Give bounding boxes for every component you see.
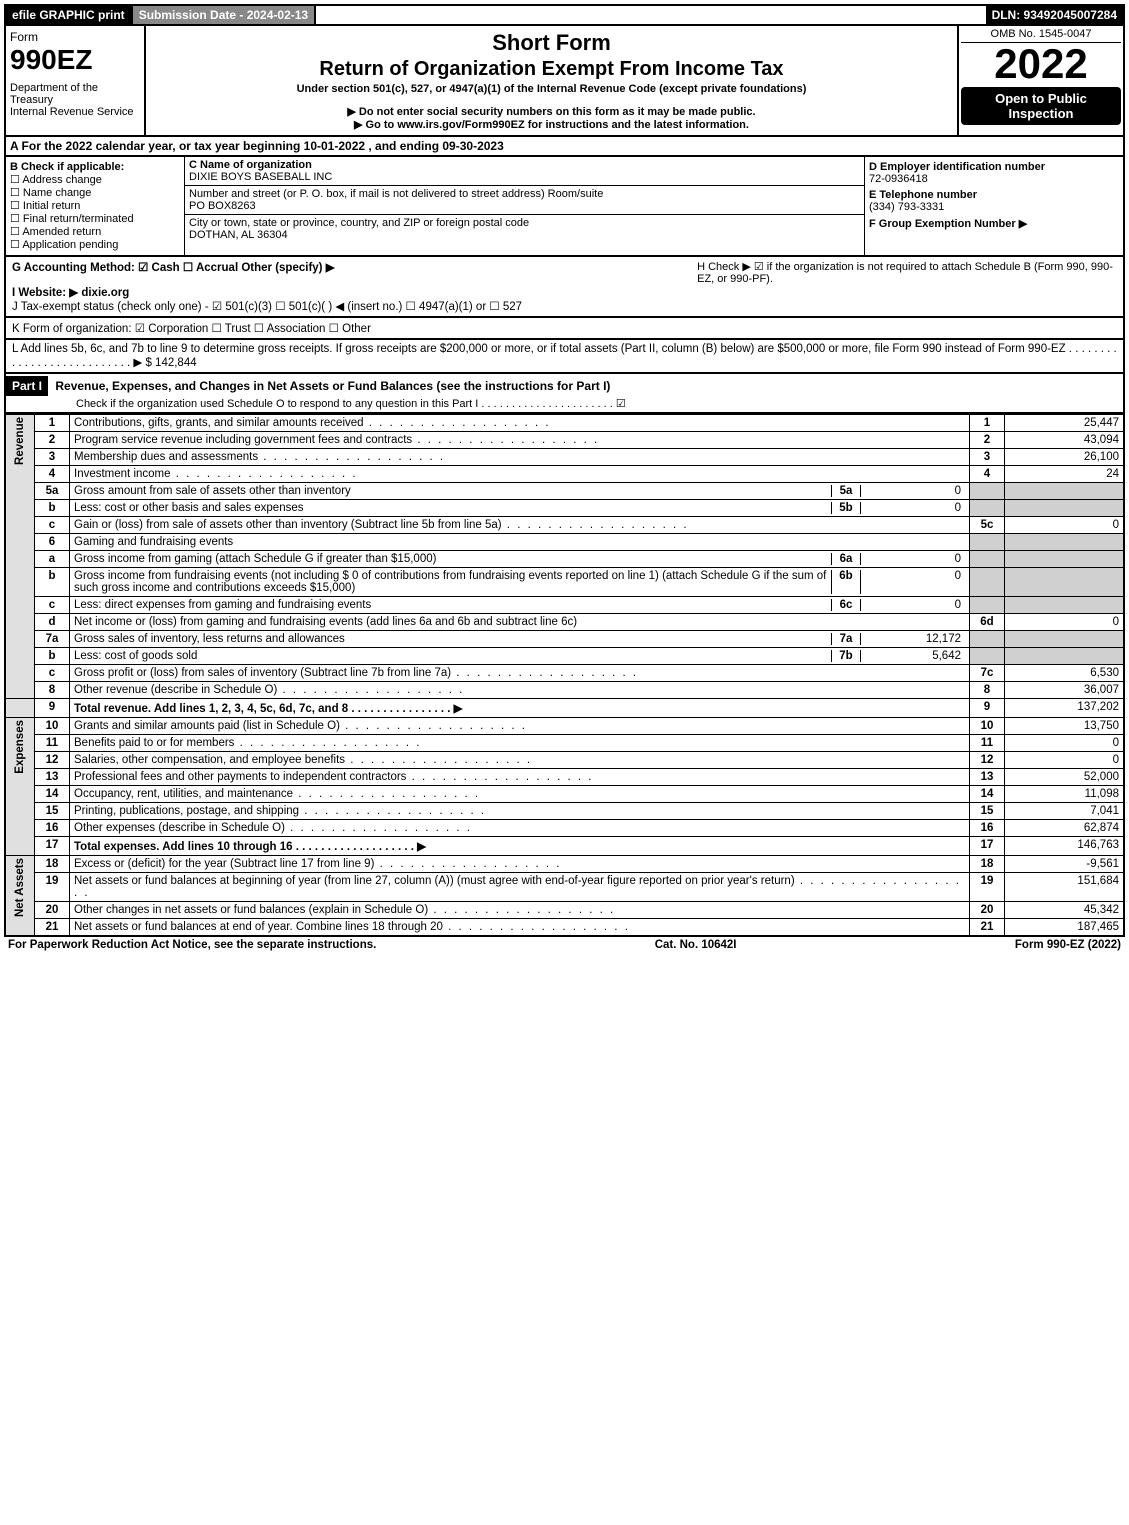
chk-amended[interactable]: Amended return	[10, 225, 180, 238]
department: Department of the Treasury Internal Reve…	[10, 82, 140, 118]
submission-date: Submission Date - 2024-02-13	[133, 6, 316, 24]
table-row: 3Membership dues and assessments326,100	[5, 449, 1124, 466]
table-row: Expenses 10Grants and similar amounts pa…	[5, 718, 1124, 735]
org-name-block: C Name of organization DIXIE BOYS BASEBA…	[185, 157, 864, 186]
header-right: OMB No. 1545-0047 2022 Open to Public In…	[957, 26, 1123, 135]
form-word: Form	[10, 30, 140, 44]
open-public-badge: Open to Public Inspection	[961, 87, 1121, 125]
part1-label: Part I	[6, 376, 48, 396]
table-row: 12Salaries, other compensation, and empl…	[5, 752, 1124, 769]
chk-final-return[interactable]: Final return/terminated	[10, 212, 180, 225]
num: 1	[970, 415, 1005, 432]
table-row: aGross income from gaming (attach Schedu…	[5, 551, 1124, 568]
lines-g-l: G Accounting Method: ☑ Cash ☐ Accrual Ot…	[4, 257, 1125, 318]
part1-sub: Check if the organization used Schedule …	[6, 398, 626, 410]
chk-initial-return[interactable]: Initial return	[10, 199, 180, 212]
revenue-side-label: Revenue	[5, 415, 35, 699]
table-row: bGross income from fundraising events (n…	[5, 568, 1124, 597]
note-website[interactable]: ▶ Go to www.irs.gov/Form990EZ for instru…	[154, 118, 949, 131]
part1-title: Revenue, Expenses, and Changes in Net As…	[51, 379, 610, 393]
efile-label[interactable]: efile GRAPHIC print	[6, 6, 133, 24]
tax-year: 2022	[961, 43, 1121, 85]
header-left: Form 990EZ Department of the Treasury In…	[6, 26, 146, 135]
part1-header: Part I Revenue, Expenses, and Changes in…	[4, 374, 1125, 414]
city-label: City or town, state or province, country…	[189, 217, 529, 229]
table-row: 7aGross sales of inventory, less returns…	[5, 631, 1124, 648]
chk-pending[interactable]: Application pending	[10, 238, 180, 251]
table-row: cGain or (loss) from sale of assets othe…	[5, 517, 1124, 534]
section-def: D Employer identification number 72-0936…	[865, 157, 1123, 255]
table-row: 5aGross amount from sale of assets other…	[5, 483, 1124, 500]
city-block: City or town, state or province, country…	[185, 215, 864, 243]
table-row: Net Assets 18Excess or (deficit) for the…	[5, 856, 1124, 873]
top-bar: efile GRAPHIC print Submission Date - 20…	[4, 4, 1125, 26]
ein-label: D Employer identification number	[869, 161, 1119, 173]
header-mid: Short Form Return of Organization Exempt…	[146, 26, 957, 135]
ein: 72-0936418	[869, 173, 1119, 185]
tel-label: E Telephone number	[869, 189, 1119, 201]
line-h: H Check ▶ ☑ if the organization is not r…	[697, 260, 1117, 285]
org-name: DIXIE BOYS BASEBALL INC	[189, 171, 332, 183]
desc: Contributions, gifts, grants, and simila…	[70, 415, 970, 432]
table-row: bLess: cost or other basis and sales exp…	[5, 500, 1124, 517]
dln-number: DLN: 93492045007284	[986, 6, 1123, 24]
table-row: 20Other changes in net assets or fund ba…	[5, 902, 1124, 919]
street-block: Number and street (or P. O. box, if mail…	[185, 186, 864, 215]
table-row: 15Printing, publications, postage, and s…	[5, 803, 1124, 820]
table-row: 13Professional fees and other payments t…	[5, 769, 1124, 786]
table-row: dNet income or (loss) from gaming and fu…	[5, 614, 1124, 631]
table-row: bLess: cost of goods sold7b5,642	[5, 648, 1124, 665]
line-l: L Add lines 5b, 6c, and 7b to line 9 to …	[4, 340, 1125, 374]
table-row: 11Benefits paid to or for members110	[5, 735, 1124, 752]
table-row: 16Other expenses (describe in Schedule O…	[5, 820, 1124, 837]
telephone: (334) 793-3331	[869, 201, 1119, 213]
table-row: Revenue 1 Contributions, gifts, grants, …	[5, 415, 1124, 432]
form-number: 990EZ	[10, 44, 140, 76]
table-row: 21Net assets or fund balances at end of …	[5, 919, 1124, 937]
org-name-label: C Name of organization	[189, 159, 312, 171]
table-row: 8Other revenue (describe in Schedule O)8…	[5, 682, 1124, 699]
street-label: Number and street (or P. O. box, if mail…	[189, 188, 603, 200]
ln: 1	[35, 415, 70, 432]
line-k: K Form of organization: ☑ Corporation ☐ …	[4, 318, 1125, 340]
table-row: 9Total revenue. Add lines 1, 2, 3, 4, 5c…	[5, 699, 1124, 718]
table-row: 14Occupancy, rent, utilities, and mainte…	[5, 786, 1124, 803]
netassets-side-label: Net Assets	[5, 856, 35, 937]
title-short-form: Short Form	[154, 30, 949, 56]
title-return: Return of Organization Exempt From Incom…	[154, 58, 949, 81]
table-row: 6Gaming and fundraising events	[5, 534, 1124, 551]
chk-address-change[interactable]: Address change	[10, 173, 180, 186]
section-a-tax-year: A For the 2022 calendar year, or tax yea…	[4, 137, 1125, 157]
city: DOTHAN, AL 36304	[189, 229, 288, 241]
table-row: cLess: direct expenses from gaming and f…	[5, 597, 1124, 614]
chk-name-change[interactable]: Name change	[10, 186, 180, 199]
subtitle: Under section 501(c), 527, or 4947(a)(1)…	[154, 83, 949, 95]
table-row: 19Net assets or fund balances at beginni…	[5, 873, 1124, 902]
footer-left: For Paperwork Reduction Act Notice, see …	[8, 939, 376, 951]
note-ssn: ▶ Do not enter social security numbers o…	[154, 105, 949, 118]
table-row: 17Total expenses. Add lines 10 through 1…	[5, 837, 1124, 856]
street: PO BOX8263	[189, 200, 256, 212]
line-j: J Tax-exempt status (check only one) - ☑…	[12, 299, 1117, 313]
section-b: B Check if applicable: Address change Na…	[6, 157, 185, 255]
amt: 25,447	[1005, 415, 1125, 432]
footer-mid: Cat. No. 10642I	[655, 939, 737, 951]
group-exemption: F Group Exemption Number ▶	[869, 217, 1119, 230]
table-row: 2Program service revenue including gover…	[5, 432, 1124, 449]
form-header: Form 990EZ Department of the Treasury In…	[4, 26, 1125, 137]
line-i[interactable]: I Website: ▶ dixie.org	[12, 285, 1117, 299]
part1-table: Revenue 1 Contributions, gifts, grants, …	[4, 414, 1125, 937]
footer-right: Form 990-EZ (2022)	[1015, 939, 1121, 951]
page-footer: For Paperwork Reduction Act Notice, see …	[4, 937, 1125, 953]
table-row: 4Investment income424	[5, 466, 1124, 483]
line-g: G Accounting Method: ☑ Cash ☐ Accrual Ot…	[12, 260, 675, 285]
section-c: C Name of organization DIXIE BOYS BASEBA…	[185, 157, 865, 255]
table-row: cGross profit or (loss) from sales of in…	[5, 665, 1124, 682]
section-b-label: B Check if applicable:	[10, 161, 180, 173]
info-block: B Check if applicable: Address change Na…	[4, 157, 1125, 257]
expenses-side-label: Expenses	[5, 718, 35, 856]
